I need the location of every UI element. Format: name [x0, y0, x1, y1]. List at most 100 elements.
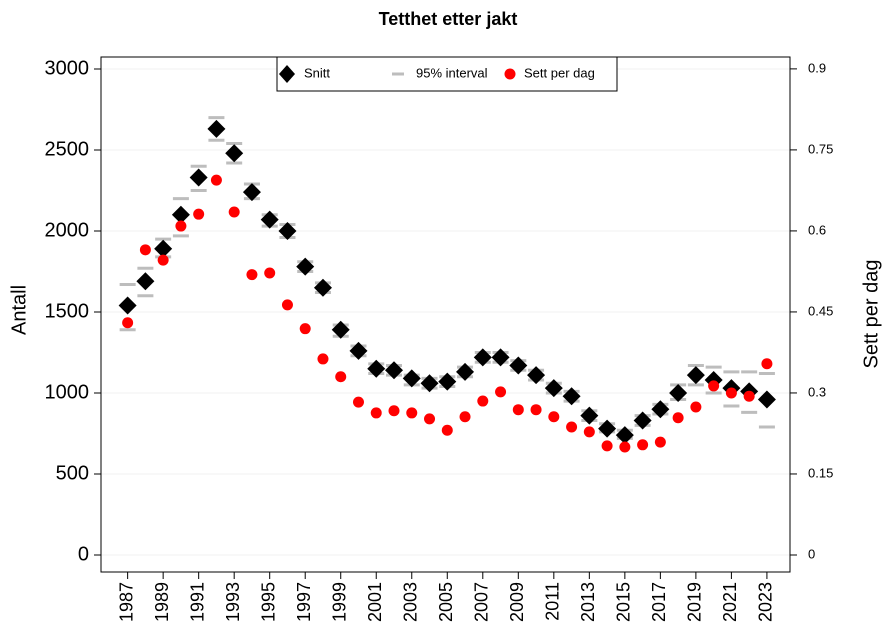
mean-marker [154, 239, 173, 258]
x-tick-label: 1993 [223, 582, 243, 622]
y2-tick-label: 0.45 [808, 303, 833, 318]
seen-dot [228, 206, 240, 218]
chart-title: Tetthet etter jakt [379, 9, 518, 29]
seen-dot [708, 380, 720, 392]
x-tick-label: 1987 [116, 582, 136, 622]
mean-marker [527, 366, 546, 385]
legend-label: Sett per dag [524, 65, 595, 80]
mean-marker [189, 168, 208, 187]
seen-dot [654, 436, 666, 448]
seen-dot [352, 396, 364, 408]
x-tick-label: 2017 [649, 582, 669, 622]
legend-label: 95% interval [416, 65, 488, 80]
mean-marker [171, 205, 190, 224]
seen-dot [210, 174, 222, 186]
x-tick-label: 2005 [436, 582, 456, 622]
y-tick-label: 500 [56, 462, 89, 484]
x-tick-label: 2001 [365, 582, 385, 622]
seen-dot [122, 317, 134, 329]
x-tick-label: 2021 [720, 582, 740, 622]
mean-marker [633, 411, 652, 430]
seen-dot [495, 386, 507, 398]
x-tick-label: 2015 [614, 582, 634, 622]
mean-marker [669, 383, 688, 402]
seen-dot [725, 387, 737, 399]
x-tick-label: 1999 [329, 582, 349, 622]
seen-dot [139, 244, 151, 256]
seen-dot [477, 395, 489, 407]
y2-tick-label: 0.3 [808, 384, 826, 399]
legend-box [276, 56, 618, 92]
y-tick-label: 3000 [45, 57, 90, 79]
mean-marker [544, 379, 563, 398]
y-tick-label: 2500 [45, 138, 90, 160]
y2-tick-label: 0.15 [808, 465, 833, 480]
seen-dot [637, 439, 649, 451]
mean-marker [260, 210, 279, 229]
x-tick-label: 2003 [401, 582, 421, 622]
mean-marker [385, 361, 404, 380]
y-tick-label: 1500 [45, 300, 90, 322]
mean-marker [278, 221, 297, 240]
seen-dot [175, 220, 187, 232]
y-axis-label: Antall [8, 285, 30, 335]
x-tick-label: 2023 [756, 582, 776, 622]
mean-marker [313, 278, 332, 297]
mean-marker [651, 400, 670, 419]
y2-tick-label: 0.75 [808, 141, 833, 156]
seen-dot [601, 440, 613, 452]
seen-dot [264, 267, 276, 279]
mean-marker [402, 369, 421, 388]
mean-marker [367, 359, 386, 378]
seen-dot [743, 390, 755, 402]
mean-marker [225, 144, 244, 163]
x-tick-label: 1991 [187, 582, 207, 622]
seen-dot [459, 411, 471, 423]
seen-dot [388, 405, 400, 417]
seen-dot [246, 269, 258, 281]
mean-marker [331, 320, 350, 339]
y2-tick-label: 0 [808, 546, 815, 561]
mean-marker [686, 366, 705, 385]
mean-marker [456, 362, 475, 381]
mean-marker [242, 183, 261, 202]
x-tick-label: 1989 [152, 582, 172, 622]
seen-dot [406, 407, 418, 419]
seen-dot [157, 254, 169, 266]
x-tick-label: 2009 [507, 582, 527, 622]
x-tick-label: 2019 [685, 582, 705, 622]
mean-marker [473, 348, 492, 367]
seen-dot [317, 353, 329, 365]
y-tick-label: 0 [78, 543, 89, 565]
seen-dot [281, 299, 293, 311]
y-tick-label: 2000 [45, 219, 90, 241]
seen-dot [335, 371, 347, 383]
mean-marker [491, 348, 510, 367]
seen-dot [370, 407, 382, 419]
x-tick-label: 1997 [294, 582, 314, 622]
plot-frame [100, 56, 791, 573]
seen-dot [512, 404, 524, 416]
x-tick-label: 1995 [258, 582, 278, 622]
x-tick-label: 2007 [472, 582, 492, 622]
mean-marker [349, 341, 368, 360]
legend-label: Snitt [304, 65, 330, 80]
x-tick-label: 2011 [543, 582, 563, 621]
mean-marker [207, 119, 226, 138]
y2-axis-label: Sett per dag [860, 260, 882, 369]
legend-dot [504, 68, 516, 80]
seen-dot [761, 358, 773, 370]
mean-marker [615, 426, 634, 445]
seen-dot [619, 441, 631, 453]
mean-marker [136, 272, 155, 291]
mean-marker [420, 374, 439, 393]
y2-tick-label: 0.6 [808, 222, 826, 237]
legend-diamond [279, 65, 295, 83]
mean-marker [438, 372, 457, 391]
mean-marker [757, 390, 776, 409]
mean-marker [509, 356, 528, 375]
seen-dot [548, 411, 560, 423]
mean-marker [562, 387, 581, 406]
mean-marker [118, 296, 137, 315]
